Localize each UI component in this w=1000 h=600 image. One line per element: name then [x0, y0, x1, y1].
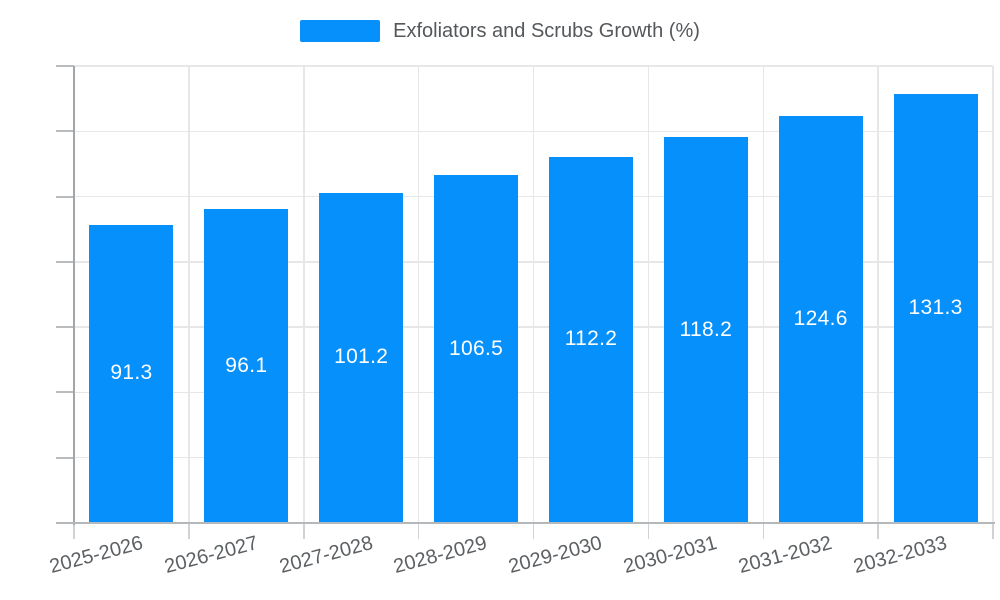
bar-value-label: 106.5 [449, 336, 504, 360]
x-axis-label: 2032-2033 [851, 532, 950, 579]
x-axis-label: 2030-2031 [621, 532, 720, 579]
y-axis-tick [56, 195, 74, 198]
v-gridline [877, 66, 879, 523]
x-axis-line [56, 522, 995, 524]
bar[interactable]: 131.3 [893, 94, 978, 522]
y-axis-tick [56, 130, 74, 133]
x-axis-tick [303, 523, 305, 539]
bar-value-label: 112.2 [564, 327, 618, 351]
bar-value-label: 96.1 [225, 353, 268, 377]
v-gridline [188, 66, 190, 523]
v-gridline [992, 66, 994, 523]
y-axis-line [73, 66, 75, 525]
bar[interactable]: 112.2 [548, 156, 633, 522]
v-gridline [762, 66, 764, 523]
x-axis-tick [73, 523, 75, 539]
legend-label: Exfoliators and Scrubs Growth (%) [393, 19, 700, 42]
v-gridline [532, 66, 535, 523]
bar-value-label: 101.2 [334, 345, 389, 369]
legend-swatch-icon [300, 20, 381, 42]
x-axis-label: 2027-2028 [276, 532, 375, 579]
bar-value-label: 91.3 [110, 361, 153, 385]
x-axis-label: 2031-2032 [736, 532, 835, 579]
v-gridline [417, 66, 420, 523]
x-axis-tick [762, 523, 764, 539]
bar[interactable]: 96.1 [204, 209, 289, 522]
bar[interactable]: 106.5 [434, 175, 519, 522]
x-axis-label: 2026-2027 [161, 532, 261, 579]
x-axis-label: 2025-2026 [47, 532, 146, 579]
x-axis-label: 2028-2029 [391, 532, 490, 579]
y-axis-tick [56, 456, 74, 459]
legend-item[interactable]: Exfoliators and Scrubs Growth (%) [0, 16, 1000, 46]
bar[interactable]: 118.2 [663, 137, 748, 522]
x-axis-tick [188, 523, 190, 539]
bar[interactable]: 101.2 [319, 192, 404, 522]
bar[interactable]: 124.6 [778, 116, 863, 522]
bar-value-label: 118.2 [679, 317, 733, 341]
v-gridline [303, 66, 305, 523]
x-axis-tick [532, 523, 535, 539]
bar-value-label: 131.3 [908, 296, 963, 320]
y-axis-tick [56, 326, 74, 329]
y-axis-tick [56, 260, 74, 263]
x-axis-tick [992, 523, 994, 539]
v-gridline [647, 66, 650, 523]
x-axis-tick [417, 523, 420, 539]
y-axis-tick [56, 65, 74, 67]
x-axis-label: 2029-2030 [506, 532, 605, 579]
y-axis-tick [56, 391, 74, 394]
bar-value-label: 124.6 [793, 307, 848, 331]
x-axis-tick [647, 523, 650, 539]
x-axis-tick [877, 523, 879, 539]
bar[interactable]: 91.3 [89, 224, 174, 522]
